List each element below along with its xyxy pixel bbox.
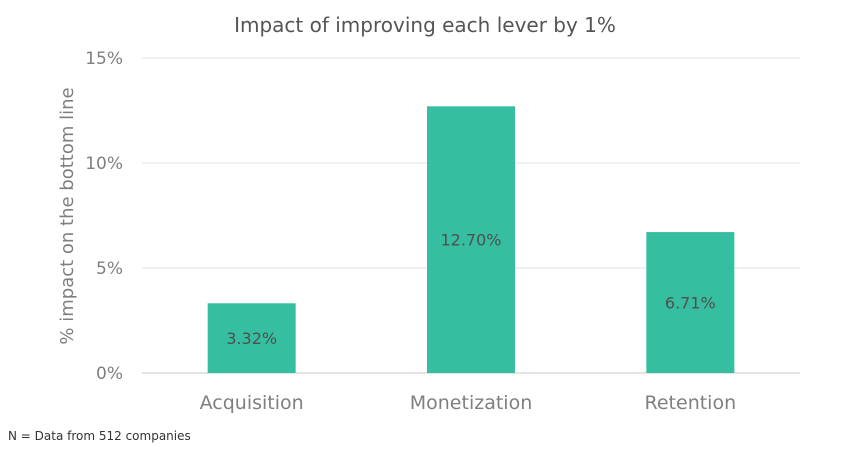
data-label: 6.71% bbox=[665, 294, 716, 313]
y-tick-label: 5% bbox=[96, 259, 123, 279]
bar-monetization bbox=[427, 106, 515, 374]
data-label: 12.70% bbox=[440, 231, 501, 250]
x-axis-categories: Acquisition Monetization Retention bbox=[200, 392, 737, 414]
bar-retention bbox=[646, 232, 735, 373]
bars: 3.32% 12.70% 6.71% bbox=[207, 106, 735, 374]
y-tick-label: 0% bbox=[96, 364, 123, 384]
y-tick-label: 10% bbox=[85, 154, 123, 174]
category-label: Retention bbox=[645, 392, 737, 414]
footnote: N = Data from 512 companies bbox=[8, 429, 191, 443]
y-tick-label: 15% bbox=[85, 49, 123, 69]
category-label: Monetization bbox=[410, 392, 533, 414]
category-label: Acquisition bbox=[200, 392, 304, 414]
bar-acquisition bbox=[207, 303, 296, 373]
y-axis-label: % impact on the bottom line bbox=[57, 87, 78, 344]
data-label: 3.32% bbox=[226, 329, 277, 348]
chart-title: Impact of improving each lever by 1% bbox=[234, 13, 616, 37]
y-axis-ticks: 0% 5% 10% 15% bbox=[85, 49, 123, 384]
